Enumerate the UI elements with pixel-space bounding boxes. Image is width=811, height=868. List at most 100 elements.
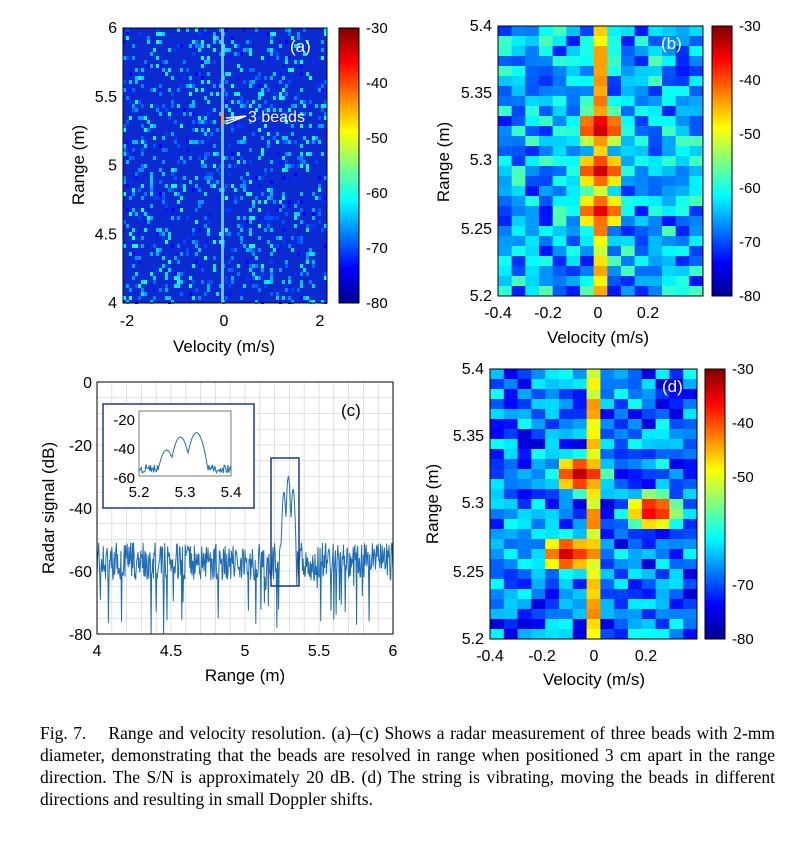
heatmap-cell <box>132 140 135 144</box>
heatmap-cell <box>174 276 177 280</box>
heatmap-cell <box>288 300 291 304</box>
heatmap-cell <box>243 28 246 32</box>
heatmap-cell <box>683 569 698 580</box>
heatmap-cell <box>171 300 174 304</box>
heatmap-cell <box>165 132 168 136</box>
heatmap-cell <box>600 409 615 420</box>
heatmap-cell <box>559 429 574 440</box>
heatmap-cell <box>517 369 532 380</box>
heatmap-cell <box>503 489 518 500</box>
heatmap-cell <box>517 409 532 420</box>
heatmap-cell <box>177 260 180 264</box>
heatmap-cell <box>511 86 526 97</box>
heatmap-cell <box>539 266 554 277</box>
heatmap-cell <box>123 176 126 180</box>
heatmap-cell <box>517 539 532 550</box>
heatmap-cell <box>525 66 540 77</box>
heatmap-cell <box>141 104 144 108</box>
heatmap-cell <box>324 244 327 248</box>
heatmap-cell <box>655 479 670 490</box>
heatmap-cell <box>207 44 210 48</box>
y-tick-label: -60 <box>69 564 92 581</box>
heatmap-cell <box>689 206 704 217</box>
heatmap-cell <box>213 48 216 52</box>
heatmap-cell <box>285 288 288 292</box>
heatmap-cell <box>552 36 567 47</box>
heatmap-cell <box>669 619 684 630</box>
y-tick-label: 5.4 <box>462 361 484 378</box>
heatmap-cell <box>503 599 518 610</box>
heatmap-cell <box>156 104 159 108</box>
heatmap-cell <box>300 160 303 164</box>
heatmap-cell <box>267 212 270 216</box>
highlight-box <box>270 457 300 587</box>
heatmap-cell <box>511 126 526 137</box>
heatmap-cell <box>282 156 285 160</box>
heatmap-cell <box>683 389 698 400</box>
heatmap-cell <box>662 276 677 287</box>
heatmap-cell <box>207 80 210 84</box>
heatmap-cell <box>249 248 252 252</box>
heatmap-cell <box>153 124 156 128</box>
heatmap-cell <box>525 176 540 187</box>
heatmap-cell <box>258 276 261 280</box>
heatmap-cell <box>234 196 237 200</box>
heatmap-cell <box>261 32 264 36</box>
heatmap-cell <box>580 176 595 187</box>
heatmap-cell <box>517 449 532 460</box>
heatmap-cell <box>545 629 560 640</box>
heatmap-cell <box>525 136 540 147</box>
panel-a-colorbar <box>338 27 360 304</box>
heatmap-cell <box>219 240 222 244</box>
heatmap-cell <box>511 206 526 217</box>
heatmap-cell <box>321 48 324 52</box>
heatmap-cell <box>249 208 252 212</box>
heatmap-cell <box>600 369 615 380</box>
x-tick-label: 4.5 <box>160 643 182 660</box>
heatmap-cell <box>192 104 195 108</box>
heatmap-cell <box>159 248 162 252</box>
colorbar-tick-label: -40 <box>732 415 754 432</box>
heatmap-cell <box>147 128 150 132</box>
heatmap-cell <box>282 92 285 96</box>
heatmap-cell <box>180 44 183 48</box>
heatmap-cell <box>559 519 574 530</box>
heatmap-cell <box>147 36 150 40</box>
heatmap-cell <box>531 589 546 600</box>
heatmap-cell <box>641 629 656 640</box>
heatmap-cell <box>498 86 513 97</box>
figure-panels: (a) 3 beads 65.554.54 -2 0 2 Velocity (m/s… <box>39 18 761 689</box>
heatmap-cell <box>195 128 198 132</box>
heatmap-cell <box>517 389 532 400</box>
heatmap-cell <box>171 184 174 188</box>
heatmap-cell <box>129 60 132 64</box>
heatmap-cell <box>243 140 246 144</box>
heatmap-cell <box>237 52 240 56</box>
heatmap-cell <box>129 252 132 256</box>
heatmap-cell <box>249 40 252 44</box>
y-tick-label: 4 <box>108 295 117 312</box>
heatmap-cell <box>312 136 315 140</box>
heatmap-cell <box>621 276 636 287</box>
heatmap-cell <box>531 409 546 420</box>
heatmap-cell <box>648 56 663 67</box>
heatmap-cell <box>255 276 258 280</box>
heatmap-cell <box>552 116 567 127</box>
heatmap-cell <box>600 429 615 440</box>
heatmap-cell <box>249 232 252 236</box>
heatmap-cell <box>525 146 540 157</box>
heatmap-cell <box>634 96 649 107</box>
heatmap-cell <box>207 176 210 180</box>
heatmap-cell <box>204 152 207 156</box>
heatmap-cell <box>628 439 643 450</box>
heatmap-cell <box>258 288 261 292</box>
heatmap-cell <box>246 108 249 112</box>
heatmap-cell <box>669 449 684 460</box>
heatmap-cell <box>201 140 204 144</box>
heatmap-cell <box>216 168 219 172</box>
heatmap-cell <box>201 76 204 80</box>
heatmap-cell <box>648 166 663 177</box>
heatmap-cell <box>192 52 195 56</box>
heatmap-cell <box>207 228 210 232</box>
heatmap-cell <box>264 284 267 288</box>
